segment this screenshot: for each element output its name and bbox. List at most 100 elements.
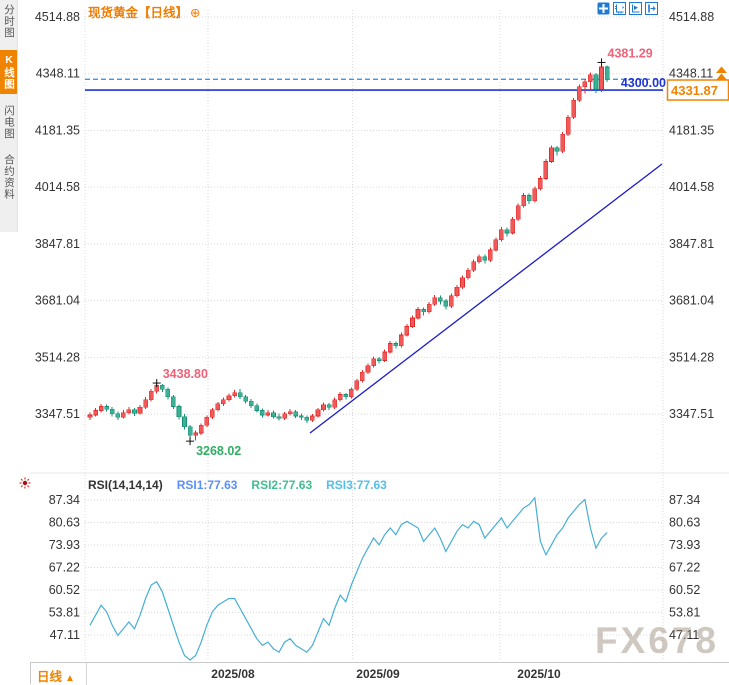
crosshair-tool-icon[interactable]	[597, 2, 610, 15]
candle-body	[360, 372, 365, 382]
candle-body	[399, 334, 404, 347]
rsi-tick-label: 87.34	[49, 493, 80, 507]
candle-body	[115, 413, 121, 418]
candle-body	[109, 408, 115, 415]
candle-body	[499, 229, 504, 241]
candle-body	[393, 343, 399, 347]
candle-body	[426, 304, 432, 313]
price-annotation: 4381.29	[608, 46, 653, 60]
candle-body	[98, 406, 104, 411]
price-tick-label: 3347.51	[35, 407, 80, 421]
rsi-legend-1: RSI1:77.63	[176, 478, 238, 492]
candle-body	[599, 66, 604, 90]
candle-body	[315, 409, 321, 417]
candle-body	[159, 385, 165, 390]
price-tick-label: 4348.11	[36, 67, 80, 81]
rsi-tick-label: 60.52	[669, 583, 700, 597]
watermark: FX678	[595, 620, 720, 661]
candle-body	[298, 415, 304, 418]
candle-body	[337, 394, 343, 400]
candle-body	[148, 390, 154, 400]
price-up-arrow-icon	[716, 73, 727, 80]
chart-toolbar	[597, 2, 658, 15]
candle-body	[560, 134, 565, 152]
rsi-tick-label: 73.93	[49, 538, 80, 552]
price-tick-label: 4348.11	[669, 67, 713, 81]
drawing-tool-icon[interactable]	[629, 2, 642, 15]
sidebar-tab-1[interactable]: 分时图	[3, 4, 15, 39]
candle-body	[349, 389, 354, 398]
candle-body	[365, 365, 371, 373]
candle-body	[576, 86, 582, 101]
sun-gear-icon	[19, 477, 31, 489]
price-annotation: 3268.02	[196, 444, 241, 458]
rsi-header: RSI(14,14,14) RSI1:77.63 RSI2:77.63 RSI3:77…	[88, 478, 387, 492]
sidebar-tab-4[interactable]: 合约资料	[3, 154, 15, 200]
candle-body	[143, 399, 148, 408]
price-tick-label: 3847.81	[35, 237, 80, 251]
divider	[86, 663, 87, 685]
price-annotation: 3438.80	[163, 367, 208, 381]
candle-body	[476, 256, 482, 263]
sidebar-tab-2[interactable]: K线图	[0, 49, 17, 94]
candle-body	[121, 412, 126, 418]
rsi-indicator-label: RSI(14,14,14)	[88, 478, 163, 492]
price-tick-label: 4014.58	[669, 180, 714, 194]
candle-body	[593, 74, 599, 90]
candle-body	[226, 395, 232, 400]
candle-body	[171, 396, 176, 407]
price-tick-label: 3347.51	[669, 407, 714, 421]
candle-body	[176, 406, 182, 417]
price-tick-label: 4181.35	[35, 123, 80, 137]
exit-chart-icon[interactable]	[645, 2, 658, 15]
rsi-tick-label: 47.11	[669, 628, 699, 642]
support-line-label: 4300.00	[621, 76, 666, 90]
rsi-tick-label: 73.93	[669, 538, 700, 552]
candle-body	[193, 432, 198, 436]
candle-body	[488, 249, 493, 261]
candle-body	[248, 401, 254, 407]
candle-body	[404, 326, 410, 336]
candle-body	[549, 147, 554, 162]
period-selector[interactable]: 日线 ▲	[37, 666, 75, 685]
time-axis-bar: 日线 ▲ 2025/08 2025/09 2025/10	[30, 662, 729, 685]
candle-body	[287, 411, 293, 415]
candle-body	[93, 410, 98, 416]
candle-body	[204, 417, 210, 426]
candle-body	[543, 161, 549, 179]
candle-body	[588, 74, 593, 82]
rsi-tick-label: 80.63	[669, 516, 700, 530]
candle-body	[437, 297, 443, 302]
rsi-line	[89, 496, 608, 661]
trendline[interactable]	[309, 163, 663, 434]
candle-body	[538, 178, 543, 190]
date-label-2: 2025/09	[356, 667, 400, 681]
candle-body	[521, 195, 526, 207]
candle-body	[137, 406, 143, 414]
price-tick-label: 4514.88	[669, 10, 714, 24]
candle-body	[310, 415, 315, 421]
candle-body	[382, 351, 387, 361]
sidebar-tab-3[interactable]: 闪电图	[3, 104, 15, 140]
price-tick-label: 3681.04	[35, 294, 80, 308]
candle-body	[232, 392, 237, 396]
triangle-up-icon: ▲	[65, 673, 75, 684]
candle-body	[321, 404, 326, 411]
candle-body	[243, 396, 248, 402]
indicator-settings-icon[interactable]	[19, 476, 31, 494]
candle-body	[126, 409, 132, 413]
price-tick-label: 3847.81	[669, 237, 714, 251]
candle-body	[471, 261, 476, 271]
last-price-tag-value: 4331.87	[671, 83, 718, 98]
candle-body	[271, 412, 276, 417]
candle-body	[460, 277, 465, 288]
candle-body	[343, 394, 349, 398]
add-indicator-icon[interactable]: ⊕	[190, 6, 201, 20]
axis-scale-icon[interactable]	[613, 2, 626, 15]
candle-body	[510, 219, 515, 234]
rsi-tick-label: 67.22	[669, 561, 700, 575]
price-tick-label: 4014.58	[35, 180, 80, 194]
period-selector-label: 日线	[37, 670, 63, 684]
candle-body	[293, 411, 299, 417]
